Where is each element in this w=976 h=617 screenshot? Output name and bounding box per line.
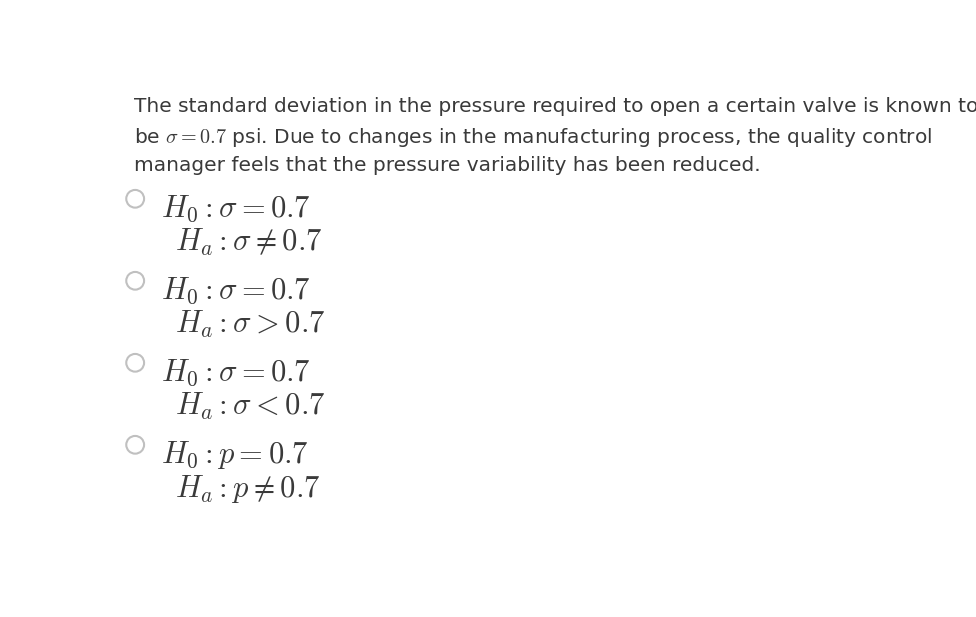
Text: $H_0 : \sigma = 0.7$: $H_0 : \sigma = 0.7$	[161, 193, 310, 224]
Text: $H_a : p \neq 0.7$: $H_a : p \neq 0.7$	[175, 473, 320, 505]
Text: The standard deviation in the pressure required to open a certain valve is known: The standard deviation in the pressure r…	[134, 97, 976, 116]
Text: be $\sigma = \mathbf{0.7}$ psi. Due to changes in the manufacturing process, the: be $\sigma = \mathbf{0.7}$ psi. Due to c…	[134, 126, 932, 149]
Text: $H_0 : p = 0.7$: $H_0 : p = 0.7$	[161, 439, 308, 471]
Text: $H_0 : \sigma = 0.7$: $H_0 : \sigma = 0.7$	[161, 357, 310, 388]
Text: $H_a : \sigma < 0.7$: $H_a : \sigma < 0.7$	[175, 391, 325, 421]
Text: $H_a : \sigma \neq 0.7$: $H_a : \sigma \neq 0.7$	[175, 226, 322, 258]
Text: manager feels that the pressure variability has been reduced.: manager feels that the pressure variabil…	[134, 155, 760, 175]
Text: $H_a : \sigma > 0.7$: $H_a : \sigma > 0.7$	[175, 308, 325, 340]
Text: $H_0 : \sigma = 0.7$: $H_0 : \sigma = 0.7$	[161, 275, 310, 306]
